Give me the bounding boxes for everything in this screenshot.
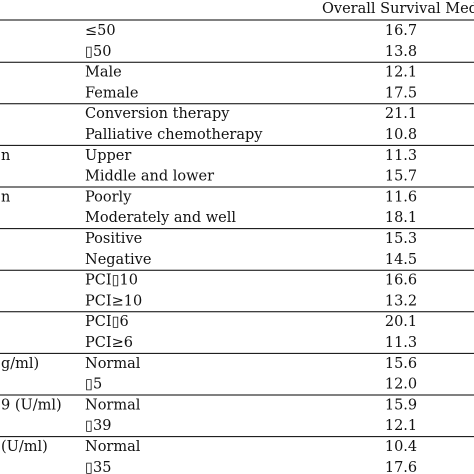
- category: PCI▯6: [85, 314, 129, 330]
- median-value: 21.1: [385, 106, 417, 122]
- group-label: n: [1, 148, 10, 164]
- median-value: 17.6: [385, 460, 417, 474]
- median-value: 13.8: [385, 44, 417, 60]
- median-value: 13.2: [385, 293, 417, 309]
- category: Female: [85, 85, 138, 101]
- category: PCI▯10: [85, 273, 138, 289]
- category: Male: [85, 65, 122, 81]
- median-value: 12.1: [385, 418, 417, 434]
- median-value: 17.5: [385, 85, 417, 101]
- category: PCI≥10: [85, 293, 142, 309]
- median-value: 12.0: [385, 377, 417, 393]
- group-label: n: [1, 189, 10, 205]
- category: Conversion therapy: [85, 106, 230, 122]
- median-value: 14.5: [385, 252, 417, 268]
- group-label: 9 (U/ml): [1, 397, 62, 413]
- median-value: 15.7: [385, 169, 417, 185]
- median-value: 16.6: [385, 273, 417, 289]
- group-label: g/ml): [1, 356, 39, 372]
- median-value: 15.6: [385, 356, 417, 372]
- category: Poorly: [85, 189, 132, 205]
- median-value: 11.3: [385, 148, 417, 164]
- category: Middle and lower: [85, 169, 214, 185]
- category: Normal: [85, 356, 141, 372]
- category: Palliative chemotherapy: [85, 127, 263, 143]
- category: Upper: [85, 148, 131, 164]
- median-value: 18.1: [385, 210, 417, 226]
- category: ▯50: [85, 44, 111, 60]
- median-value: 12.1: [385, 65, 417, 81]
- category: ▯5: [85, 377, 102, 393]
- median-value: 15.9: [385, 397, 417, 413]
- median-value: 16.7: [385, 23, 417, 39]
- category: Positive: [85, 231, 142, 247]
- median-value: 20.1: [385, 314, 417, 330]
- category: Normal: [85, 397, 141, 413]
- category: Normal: [85, 439, 141, 455]
- median-value: 11.3: [385, 335, 417, 351]
- category: ▯39: [85, 418, 111, 434]
- median-value: 11.6: [385, 189, 417, 205]
- column-header: Overall Survival Med: [322, 1, 474, 17]
- median-value: 10.4: [385, 439, 417, 455]
- category: ≤50: [85, 23, 116, 39]
- group-label: (U/ml): [1, 439, 48, 455]
- median-value: 10.8: [385, 127, 417, 143]
- median-value: 15.3: [385, 231, 417, 247]
- category: Moderately and well: [85, 210, 236, 226]
- category: Negative: [85, 252, 151, 268]
- category: ▯35: [85, 460, 111, 474]
- category: PCI≥6: [85, 335, 133, 351]
